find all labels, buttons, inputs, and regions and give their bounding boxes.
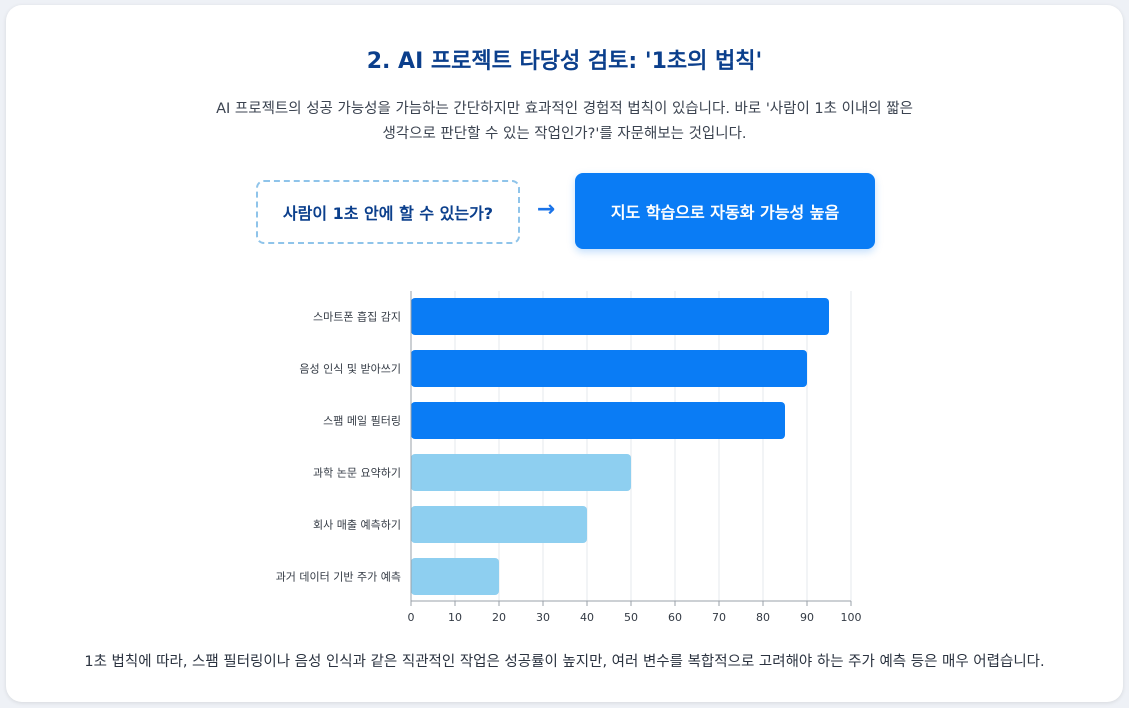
rule-question-text: 사람이 1초 안에 할 수 있는가? [282, 204, 494, 223]
bar-4 [411, 506, 587, 543]
category-label-2: 스팸 메일 필터링 [323, 414, 401, 428]
bar-5 [411, 558, 499, 595]
intro-line-2: 생각으로 판단할 수 있는 작업인가?'를 자문해보는 것입니다. [382, 126, 747, 142]
x-tick-label-10: 10 [448, 611, 462, 624]
intro-line-1: AI 프로젝트의 성공 가능성을 가늠하는 간단하지만 효과적인 경험적 법칙이… [216, 101, 913, 117]
category-label-1: 음성 인식 및 받아쓰기 [299, 363, 401, 376]
x-tick-label-80: 80 [756, 611, 770, 624]
x-tick-label-50: 50 [624, 611, 638, 624]
x-tick-label-60: 60 [668, 611, 682, 624]
x-tick-label-100: 100 [841, 611, 862, 624]
rule-question-box: 사람이 1초 안에 할 수 있는가? [256, 180, 520, 244]
bar-2 [411, 402, 785, 439]
footer-text: 1초 법칙에 따라, 스팸 필터링이나 음성 인식과 같은 직관적인 작업은 성… [84, 654, 1045, 670]
x-tick-label-30: 30 [536, 611, 550, 624]
bar-0 [411, 298, 829, 335]
bar-1 [411, 350, 807, 387]
x-tick-label-90: 90 [800, 611, 814, 624]
x-tick-label-40: 40 [580, 611, 594, 624]
right-arrow-icon: → [536, 197, 556, 222]
rule-result-text: 지도 학습으로 자동화 가능성 높음 [610, 203, 840, 222]
category-label-4: 회사 매출 예측하기 [313, 518, 401, 532]
intro-text: AI 프로젝트의 성공 가능성을 가늠하는 간단하지만 효과적인 경험적 법칙이… [166, 97, 963, 147]
content-card: 2. AI 프로젝트 타당성 검토: '1초의 법칙' AI 프로젝트의 성공 … [6, 5, 1123, 702]
rule-result-box: 지도 학습으로 자동화 가능성 높음 [575, 173, 875, 249]
category-label-5: 과거 데이터 기반 주가 예측 [276, 571, 401, 584]
category-label-3: 과학 논문 요약하기 [313, 466, 401, 480]
category-label-0: 스마트폰 흡집 감지 [313, 310, 401, 324]
x-tick-label-70: 70 [712, 611, 726, 624]
x-tick-label-0: 0 [408, 611, 415, 624]
x-tick-label-20: 20 [492, 611, 506, 624]
bar-3 [411, 454, 631, 491]
page-title: 2. AI 프로젝트 타당성 검토: '1초의 법칙' [366, 49, 763, 74]
